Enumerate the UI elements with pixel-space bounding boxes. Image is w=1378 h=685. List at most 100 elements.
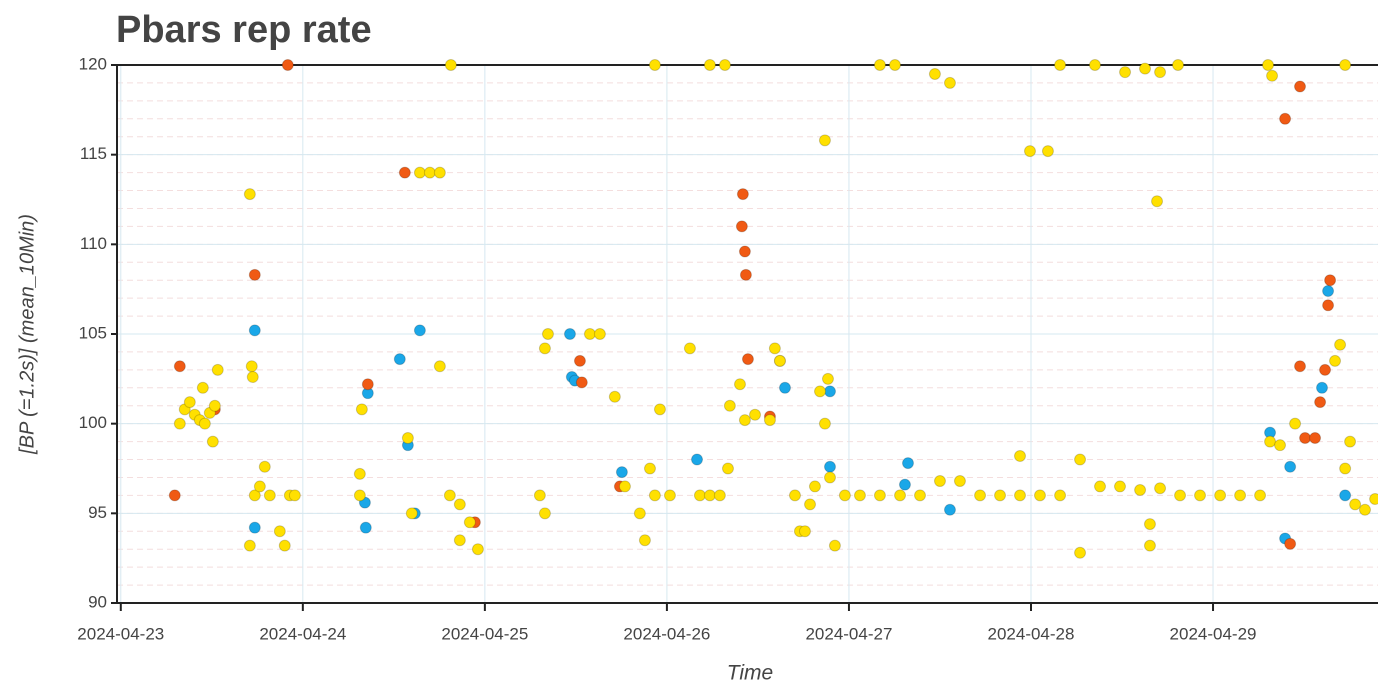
y-tick-label: 110 [80, 234, 107, 253]
point [738, 414, 751, 427]
point [828, 539, 841, 552]
point [288, 489, 301, 502]
point [823, 471, 836, 484]
point [573, 354, 586, 367]
point [463, 516, 476, 529]
point [173, 417, 186, 430]
x-axis-label: Time [727, 662, 773, 685]
point [643, 462, 656, 475]
point [1013, 489, 1026, 502]
point [913, 489, 926, 502]
point [263, 489, 276, 502]
point [1349, 498, 1362, 511]
y-axis-label: [BP (=1.2s)] (mean_10Min) [16, 214, 38, 455]
point [183, 396, 196, 409]
x-tick-label: 2024-04-27 [805, 624, 892, 643]
point [1322, 299, 1335, 312]
y-tick-label: 120 [79, 54, 107, 73]
point [1284, 537, 1297, 550]
point [1294, 80, 1307, 93]
point [653, 403, 666, 416]
point [248, 521, 261, 534]
point [246, 371, 259, 384]
point [928, 67, 941, 80]
point [206, 435, 219, 448]
point [471, 543, 484, 556]
point [583, 328, 596, 340]
point [773, 354, 786, 367]
point [258, 460, 271, 473]
point [398, 166, 411, 179]
point [1358, 503, 1371, 516]
point [243, 188, 256, 201]
point [1322, 284, 1335, 297]
point [943, 503, 956, 516]
point [1134, 484, 1147, 497]
point [818, 417, 831, 430]
point [615, 466, 628, 479]
y-tick-label: 90 [88, 592, 107, 611]
point [248, 489, 261, 502]
point [1113, 480, 1126, 493]
point [703, 489, 716, 502]
point [788, 489, 801, 502]
point [211, 363, 224, 376]
point [873, 489, 886, 502]
point [1054, 59, 1067, 71]
point [749, 408, 762, 421]
point [1266, 69, 1279, 82]
point [808, 480, 821, 493]
point [894, 489, 907, 502]
point [273, 525, 286, 538]
point [1154, 66, 1167, 79]
point [1254, 489, 1267, 502]
point [593, 328, 606, 340]
point [1294, 360, 1307, 373]
point [648, 59, 661, 71]
point [1274, 439, 1287, 452]
point [690, 453, 703, 466]
point [1289, 417, 1302, 430]
point [538, 342, 551, 355]
point [533, 489, 546, 502]
point [738, 245, 751, 258]
x-tick-label: 2024-04-29 [1170, 624, 1257, 643]
point [278, 539, 291, 552]
x-tick-label: 2024-04-28 [988, 624, 1075, 643]
point [1023, 145, 1036, 158]
point [798, 525, 811, 538]
point [778, 381, 791, 394]
point [444, 59, 457, 71]
point [693, 489, 706, 502]
y-tick-label: 115 [80, 144, 107, 163]
point [723, 399, 736, 412]
point [393, 353, 406, 366]
point [405, 507, 418, 520]
point [1154, 482, 1167, 495]
point [453, 498, 466, 511]
y-tick-label: 100 [79, 413, 107, 432]
point [353, 467, 366, 480]
point [443, 489, 456, 502]
point [248, 324, 261, 337]
y-tick-label: 95 [88, 503, 107, 522]
point [994, 489, 1007, 502]
point [281, 59, 294, 71]
point [888, 59, 901, 71]
point [413, 324, 426, 337]
point [1234, 489, 1247, 502]
point [838, 489, 851, 502]
point [633, 507, 646, 520]
point [1324, 274, 1337, 287]
point [1013, 449, 1026, 462]
point [1339, 59, 1352, 71]
point [821, 372, 834, 385]
point [974, 489, 987, 502]
x-tick-label: 2024-04-24 [259, 624, 346, 643]
point [663, 489, 676, 502]
point [243, 539, 256, 552]
point [736, 188, 749, 201]
point [1094, 480, 1107, 493]
point [1172, 59, 1185, 71]
point [401, 432, 414, 445]
